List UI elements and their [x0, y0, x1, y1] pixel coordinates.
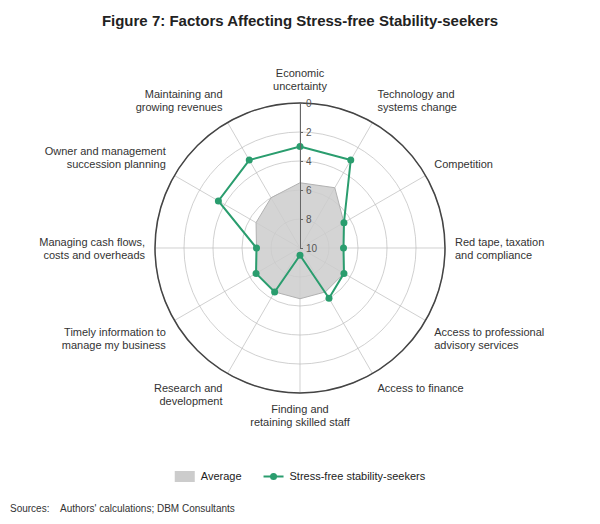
legend-item: Stress-free stability-seekers	[264, 470, 426, 482]
axis-line	[301, 104, 304, 249]
legend-label: Average	[201, 470, 242, 482]
tick-label: 4	[306, 156, 312, 167]
category-label: Owner and managementsuccession planning	[45, 145, 166, 170]
tick: 2	[300, 127, 312, 138]
legend-item: Average	[175, 470, 242, 482]
tick-label: 0	[306, 98, 312, 109]
tick-mark	[300, 161, 303, 162]
tick-mark	[300, 219, 303, 220]
point	[340, 219, 347, 226]
category-label: Technology andsystems change	[378, 88, 457, 113]
annotation: Sources: Authors' calculations; DBM Cons…	[10, 503, 235, 514]
category-label: Red tape, taxationand compliance	[455, 236, 544, 261]
tick-label: 6	[306, 185, 312, 196]
title: Figure 7: Factors Affecting Stress-free …	[102, 12, 498, 29]
tick-mark	[300, 190, 303, 191]
frame	[155, 103, 445, 393]
tick: 4	[300, 156, 312, 167]
category-label: Timely information tomanage my business	[62, 326, 166, 351]
line	[218, 147, 350, 299]
tick: 10	[300, 243, 318, 254]
category-label: Access to professionaladvisory services	[434, 326, 544, 351]
legend: Average Stress-free stability-seekers	[175, 470, 426, 482]
tick: 8	[300, 214, 312, 225]
category-label: Maintaining andgrowing revenues	[136, 88, 223, 113]
radial-axis: 0 2 4 6 8 10	[300, 98, 318, 254]
point	[340, 270, 347, 277]
grid	[155, 103, 445, 393]
tick-label: 8	[306, 214, 312, 225]
point	[340, 245, 347, 252]
plot	[155, 103, 445, 393]
category-label: Economicuncertainty	[273, 67, 327, 92]
category-label: Competition	[434, 158, 493, 170]
point	[253, 270, 260, 277]
category-label: Access to finance	[378, 382, 464, 394]
tick: 0	[300, 98, 312, 109]
chart: Figure 7: Factors Affecting Stress-free …	[0, 0, 600, 524]
category-labels: Economicuncertainty Technology andsystems…	[39, 67, 544, 428]
category-label: Managing cash flows,costs and overheads	[39, 236, 145, 261]
point	[215, 197, 222, 204]
legend-label: Stress-free stability-seekers	[290, 470, 426, 482]
tick-mark	[300, 103, 303, 104]
grid-circle	[155, 103, 445, 393]
tick-label: 10	[306, 243, 318, 254]
legend-marker	[270, 473, 277, 480]
tick: 6	[300, 185, 312, 196]
point	[347, 157, 354, 164]
tick-mark	[300, 132, 303, 133]
tick-label: 2	[306, 127, 312, 138]
marks	[215, 143, 354, 302]
point	[297, 252, 304, 259]
category-label: Finding andretaining skilled staff	[250, 403, 350, 428]
point	[253, 245, 260, 252]
point	[246, 157, 253, 164]
point	[326, 295, 333, 302]
legend-swatch	[175, 471, 195, 482]
tick-mark	[300, 248, 303, 249]
category-label: Research anddevelopment	[154, 382, 223, 407]
point	[271, 288, 278, 295]
